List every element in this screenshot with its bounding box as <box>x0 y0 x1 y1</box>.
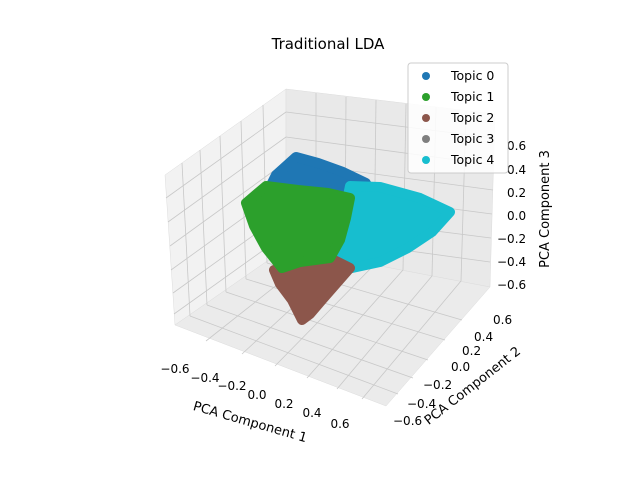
y-tick-labels: −0.6 −0.4 −0.2 0.0 0.2 0.4 0.6 <box>393 313 512 428</box>
x-tick-label: 0.4 <box>302 406 321 420</box>
z-tick-label: −0.2 <box>497 232 526 246</box>
z-tick-label: 0.2 <box>507 186 526 200</box>
legend-marker <box>422 72 430 80</box>
grid-line <box>165 111 287 199</box>
y-tick-label: −0.4 <box>407 397 436 411</box>
grid-line <box>169 161 287 247</box>
y-tick-label: 0.2 <box>462 344 481 358</box>
pane-floor <box>174 247 491 407</box>
grid-line <box>199 149 208 306</box>
z-tick-label: 0.6 <box>507 139 526 153</box>
chart-title: Traditional LDA <box>271 35 386 53</box>
legend-entry: Topic 3 <box>422 131 494 146</box>
legend-marker <box>422 93 430 101</box>
x-tick-label: −0.2 <box>217 379 246 393</box>
legend-entry: Topic 0 <box>422 68 494 83</box>
x-tick-label: 0.0 <box>247 388 266 402</box>
grid-line <box>336 275 433 390</box>
y-tick-label: −0.6 <box>393 414 422 428</box>
legend: Topic 0 Topic 1 Topic 2 Topic 3 Topic 4 <box>407 62 509 174</box>
topic-1-cloud <box>241 181 355 273</box>
grid-line <box>274 264 375 367</box>
z-tick-labels: −0.6 −0.4 −0.2 0.0 0.2 0.4 0.6 <box>497 139 526 292</box>
grid-line <box>181 162 191 317</box>
legend-label: Topic 1 <box>450 89 494 104</box>
legend-label: Topic 2 <box>450 110 494 125</box>
legend-label: Topic 4 <box>450 152 494 167</box>
z-tick-label: −0.6 <box>497 278 526 292</box>
legend-marker <box>422 114 430 122</box>
z-axis-label: PCA Component 3 <box>538 150 553 268</box>
legend-entry: Topic 1 <box>422 89 494 104</box>
y-tick-label: 0.4 <box>474 330 493 344</box>
legend-entry: Topic 4 <box>422 152 494 167</box>
legend-frame <box>407 62 509 174</box>
y-tick-label: 0.0 <box>451 360 470 374</box>
y-tick-label: −0.2 <box>423 378 452 392</box>
x-tick-label: 0.2 <box>274 397 293 411</box>
x-tick-label: −0.6 <box>160 362 189 376</box>
x-tick-label: 0.6 <box>330 417 349 431</box>
x-tick-labels: −0.6 −0.4 −0.2 0.0 0.2 0.4 0.6 <box>160 362 349 431</box>
series-topic-1 <box>241 181 355 273</box>
grid-line <box>167 136 287 223</box>
grid-line <box>225 291 429 361</box>
z-tick-label: 0.4 <box>507 163 526 177</box>
legend-label: Topic 0 <box>450 68 494 83</box>
scatter-points <box>241 152 455 325</box>
grid-line <box>219 135 227 293</box>
legend-entry: Topic 2 <box>422 110 494 125</box>
grid-line <box>361 280 462 400</box>
legend-marker <box>422 156 430 164</box>
grid-line <box>189 315 399 395</box>
grid-line <box>306 269 404 379</box>
grid-line <box>206 304 414 379</box>
x-tick-label: −0.4 <box>190 371 219 385</box>
z-tick-label: −0.4 <box>497 255 526 269</box>
y-tick-label: 0.6 <box>493 313 512 327</box>
z-tick-label: 0.0 <box>507 209 526 223</box>
legend-label: Topic 3 <box>450 131 494 146</box>
legend-marker <box>422 135 430 143</box>
